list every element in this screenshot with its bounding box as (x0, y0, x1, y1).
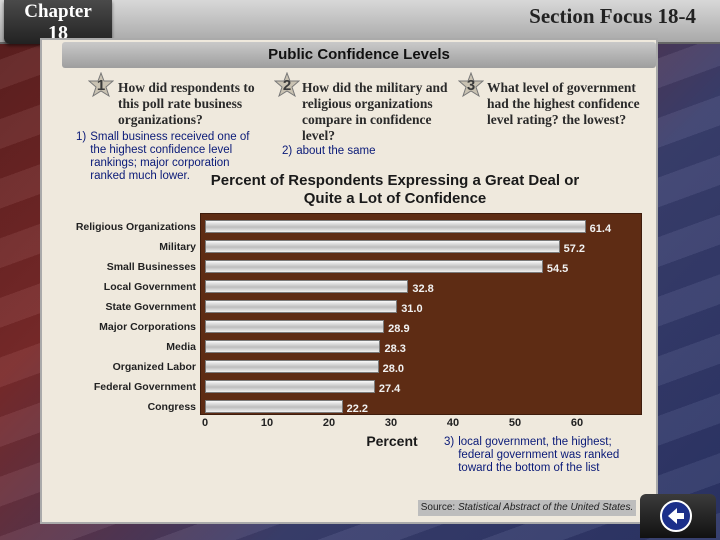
value-label: 28.9 (388, 323, 410, 335)
bar (205, 400, 343, 413)
answer-2-text: about the same (296, 145, 376, 157)
question-3-star-icon: 3 (458, 72, 484, 98)
chart-title: Percent of Respondents Expressing a Grea… (210, 172, 580, 207)
source-prefix: Source: (420, 502, 456, 513)
x-tick-label: 30 (384, 417, 398, 429)
category-label: Local Government (103, 281, 196, 293)
question-2-text: How did the military and religious organ… (302, 80, 448, 143)
answer-1-number: 1) (76, 131, 87, 143)
bar (205, 300, 398, 313)
bar (205, 220, 586, 233)
bar (205, 320, 385, 333)
x-tick-label: 10 (260, 417, 274, 429)
category-label: Religious Organizations (75, 221, 196, 233)
answer-2-number: 2) (282, 145, 293, 157)
category-label: Organized Labor (112, 361, 196, 373)
source-text: Statistical Abstract of the United State… (457, 502, 634, 513)
question-1-star-icon: 1 (88, 72, 114, 98)
question-1-text: How did respondents to this poll rate bu… (118, 80, 255, 127)
answer-3-number: 3) (444, 436, 455, 448)
category-label: State Government (105, 301, 196, 313)
value-label: 27.4 (378, 383, 401, 395)
answer-1: 1) Small business received one of the hi… (76, 131, 266, 183)
category-label: Major Corporations (99, 321, 196, 333)
question-3-text: What level of government had the highest… (487, 80, 640, 127)
category-label: Military (159, 241, 196, 253)
panel-title: Public Confidence Levels (62, 42, 656, 68)
category-label: Congress (147, 401, 196, 413)
value-label: 31.0 (401, 303, 423, 315)
value-label: 54.5 (546, 263, 569, 275)
value-label: 28.0 (382, 363, 405, 375)
question-3-number: 3 (466, 77, 476, 94)
bar (205, 340, 381, 353)
answer-3-text: local government, the highest; federal g… (458, 436, 620, 474)
question-2-number: 2 (282, 77, 292, 94)
bar (205, 280, 409, 293)
bar (205, 380, 375, 393)
back-arrow-icon (660, 500, 692, 532)
category-label: Federal Government (93, 381, 196, 393)
back-button[interactable] (640, 494, 716, 538)
value-label: 22.2 (346, 403, 369, 415)
category-label: Media (166, 341, 196, 353)
value-label: 32.8 (412, 283, 434, 295)
category-label: Small Businesses (106, 261, 196, 273)
bar (205, 360, 379, 373)
bar (205, 240, 560, 253)
value-label: 61.4 (589, 223, 612, 235)
answer-1-text: Small business received one of the highe… (90, 131, 250, 182)
question-2-star-icon: 2 (274, 72, 300, 98)
bar (205, 260, 543, 273)
chapter-word: Chapter (24, 1, 92, 22)
answer-3: 3) local government, the highest; federa… (444, 436, 649, 475)
x-tick-label: 50 (508, 417, 522, 429)
x-tick-label: 60 (570, 417, 584, 429)
section-title: Section Focus 18-4 (529, 4, 696, 28)
source-note: Source: Statistical Abstract of the Unit… (418, 500, 636, 516)
value-label: 28.3 (384, 343, 406, 355)
x-tick-label: 20 (322, 417, 336, 429)
question-1-number: 1 (96, 77, 106, 94)
x-tick-label: 40 (446, 417, 460, 429)
answer-2: 2) about the same (282, 145, 422, 158)
x-axis-label: Percent (366, 433, 418, 449)
value-label: 57.2 (563, 243, 586, 255)
x-tick-label: 0 (201, 417, 209, 429)
